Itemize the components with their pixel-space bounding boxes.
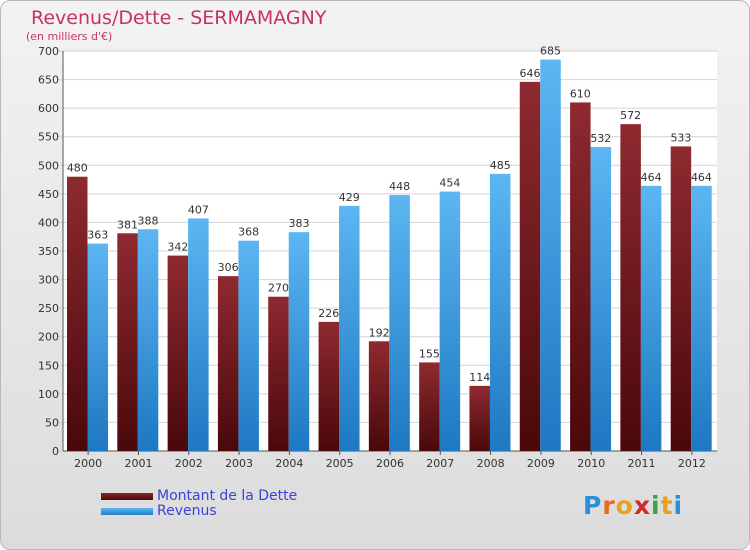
y-tick-label: 200 [38, 331, 59, 344]
revenue-value-label: 407 [188, 203, 209, 216]
logo-letter: t [660, 491, 674, 520]
y-tick-label: 700 [38, 45, 59, 58]
revenue-value-label: 485 [490, 159, 511, 172]
y-tick-label: 250 [38, 302, 59, 315]
revenue-value-label: 464 [641, 171, 662, 184]
legend-item-revenue: Revenus [101, 503, 217, 519]
revenue-bar [489, 173, 511, 451]
x-tick-label: 2009 [527, 457, 555, 470]
x-tick-label: 2004 [275, 457, 303, 470]
debt-value-label: 342 [167, 241, 188, 254]
y-tick-label: 150 [38, 359, 59, 372]
x-tick-label: 2011 [628, 457, 656, 470]
x-tick-label: 2001 [124, 457, 152, 470]
debt-bar [217, 276, 239, 451]
legend-swatch-debt [101, 492, 153, 500]
revenue-bar [238, 240, 259, 451]
y-tick-label: 300 [38, 274, 59, 287]
revenue-value-label: 532 [590, 132, 611, 145]
x-tick-label: 2002 [175, 457, 203, 470]
revenue-value-label: 368 [238, 226, 259, 239]
debt-bar [419, 362, 440, 451]
chart-title: Revenus/Dette - SERMAMAGNY [31, 7, 327, 29]
revenue-value-label: 429 [339, 191, 360, 204]
legend-label-debt: Montant de la Dette [157, 488, 298, 504]
y-tick-label: 550 [38, 131, 59, 144]
chart-subtitle: (en milliers d'€) [26, 30, 113, 43]
x-tick-label: 2000 [74, 457, 102, 470]
debt-bar [167, 255, 189, 451]
revenue-value-label: 685 [540, 45, 561, 58]
y-tick-label: 450 [38, 188, 59, 201]
debt-bar [620, 124, 641, 452]
revenue-bar [87, 243, 108, 451]
x-tick-label: 2007 [426, 457, 454, 470]
revenue-value-label: 448 [389, 180, 410, 193]
debt-value-label: 646 [520, 67, 541, 80]
debt-value-label: 480 [67, 162, 88, 175]
debt-bar [67, 176, 88, 451]
debt-value-label: 270 [268, 282, 289, 295]
debt-value-label: 155 [419, 347, 440, 360]
debt-bar [570, 102, 591, 451]
legend-item-debt: Montant de la Dette [101, 488, 297, 504]
x-tick-label: 2006 [376, 457, 404, 470]
logo-letter: i [673, 491, 684, 520]
y-tick-label: 50 [45, 416, 59, 429]
revenue-bar [188, 218, 209, 451]
y-tick-label: 400 [38, 216, 59, 229]
debt-value-label: 381 [117, 218, 138, 231]
logo-letter: o [615, 491, 634, 520]
debt-bar [268, 296, 289, 451]
logo-letter: P [583, 491, 603, 520]
proxiti-logo: Proxiti [583, 491, 683, 520]
debt-bar [368, 341, 390, 451]
revenue-bar [540, 59, 561, 451]
y-tick-label: 100 [38, 388, 59, 401]
debt-value-label: 533 [670, 131, 691, 144]
revenue-bar [389, 195, 410, 451]
y-tick-label: 0 [52, 445, 59, 458]
legend-label-revenue: Revenus [157, 503, 217, 519]
logo-letter: i [651, 491, 661, 520]
debt-value-label: 572 [620, 109, 641, 122]
y-tick-label: 600 [38, 102, 59, 115]
debt-value-label: 306 [218, 261, 239, 274]
x-tick-label: 2008 [477, 457, 505, 470]
x-tick-label: 2012 [678, 457, 706, 470]
debt-value-label: 226 [318, 307, 339, 320]
revenue-bar [339, 205, 360, 451]
debt-bar [670, 146, 692, 451]
revenue-bar [439, 191, 461, 452]
debt-value-label: 610 [570, 87, 591, 100]
revenue-value-label: 464 [691, 171, 712, 184]
legend-swatch-revenue [101, 507, 153, 515]
y-tick-label: 500 [38, 159, 59, 172]
y-tick-label: 350 [38, 245, 59, 258]
revenue-bar [288, 232, 310, 451]
revenue-bar [137, 229, 159, 451]
revenue-value-label: 383 [288, 217, 309, 230]
debt-bar [469, 385, 490, 451]
debt-bar [519, 81, 541, 451]
debt-value-label: 114 [469, 371, 490, 384]
revenue-bar [691, 185, 712, 451]
revenue-bar [590, 147, 612, 451]
debt-bar [318, 321, 340, 451]
logo-letter: r [602, 491, 616, 520]
x-tick-label: 2003 [225, 457, 253, 470]
x-tick-label: 2010 [577, 457, 605, 470]
revenue-value-label: 388 [138, 214, 159, 227]
debt-value-label: 192 [369, 326, 390, 339]
x-tick-label: 2005 [326, 457, 354, 470]
revenue-bar [640, 185, 662, 451]
y-tick-label: 650 [38, 74, 59, 87]
debt-bar [117, 233, 138, 451]
logo-letter: x [633, 491, 651, 520]
revenue-value-label: 363 [87, 229, 108, 242]
revenue-value-label: 454 [439, 177, 460, 190]
